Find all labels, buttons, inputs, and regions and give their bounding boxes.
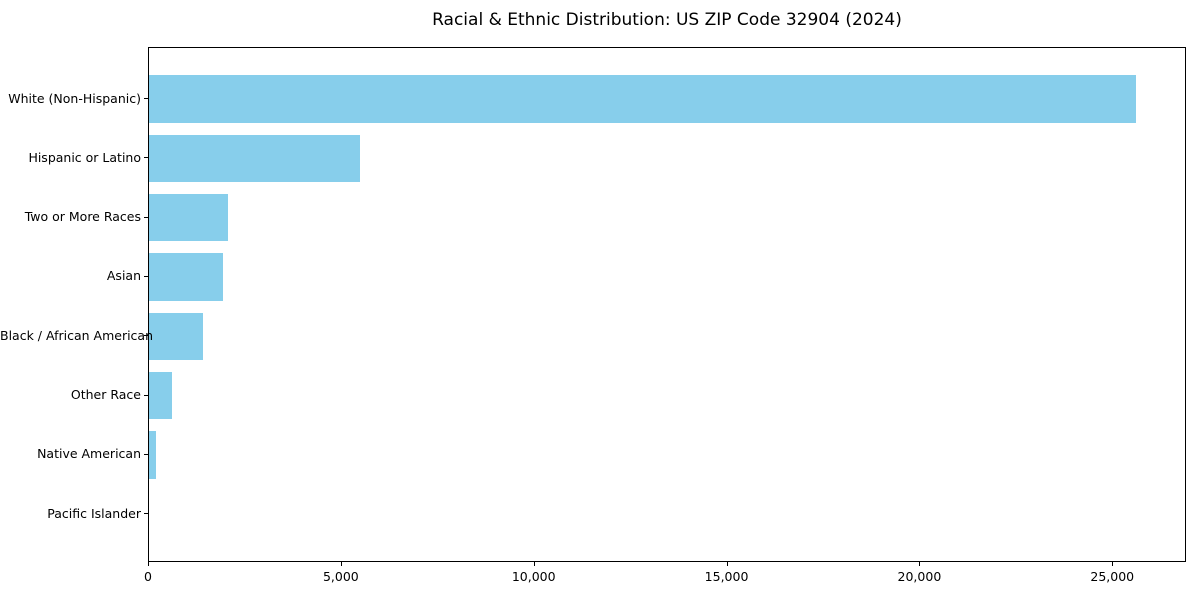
bar-native-american [149, 431, 156, 479]
y-tick-mark [144, 453, 148, 455]
y-tick-mark [144, 335, 148, 337]
y-tick-label-white-non-hispanic: White (Non-Hispanic) [8, 90, 141, 106]
x-tick-label-0: 0 [144, 569, 152, 584]
y-tick-mark [144, 216, 148, 218]
x-tick-label-5-000: 5,000 [322, 569, 359, 584]
y-tick-mark [144, 513, 148, 515]
x-tick-label-10-000: 10,000 [511, 569, 556, 584]
x-tick-label-25-000: 25,000 [1090, 569, 1135, 584]
y-tick-label-pacific-islander: Pacific Islander [47, 505, 141, 521]
y-tick-label-hispanic-or-latino: Hispanic or Latino [28, 149, 141, 165]
y-tick-label-asian: Asian [106, 268, 141, 284]
plot-area [148, 47, 1186, 562]
x-tick-mark [148, 562, 149, 566]
y-tick-mark [144, 157, 148, 159]
chart-title: Racial & Ethnic Distribution: US ZIP Cod… [432, 10, 902, 30]
bar-asian [149, 253, 224, 301]
bar-hispanic-or-latino [149, 134, 361, 183]
y-tick-mark [144, 98, 148, 99]
x-tick-label-20-000: 20,000 [897, 569, 942, 584]
x-tick-mark [919, 562, 921, 566]
y-tick-label-two-or-more-races: Two or More Races [24, 209, 141, 225]
x-tick-mark [533, 562, 535, 566]
y-tick-label-black-african-american: Black / African American [0, 327, 154, 343]
bar-black-african-american [149, 312, 203, 361]
x-tick-mark [726, 562, 728, 566]
x-tick-label-15-000: 15,000 [704, 569, 749, 584]
y-tick-label-native-american: Native American [37, 446, 141, 462]
x-tick-mark [1112, 562, 1114, 566]
bar-other-race [149, 371, 173, 420]
y-tick-mark [144, 394, 148, 396]
x-tick-mark [340, 562, 342, 566]
bar-white-non-hispanic [149, 75, 1136, 123]
y-tick-label-other-race: Other Race [70, 387, 141, 403]
y-tick-mark [144, 275, 148, 277]
bar-two-or-more-races [149, 193, 229, 242]
